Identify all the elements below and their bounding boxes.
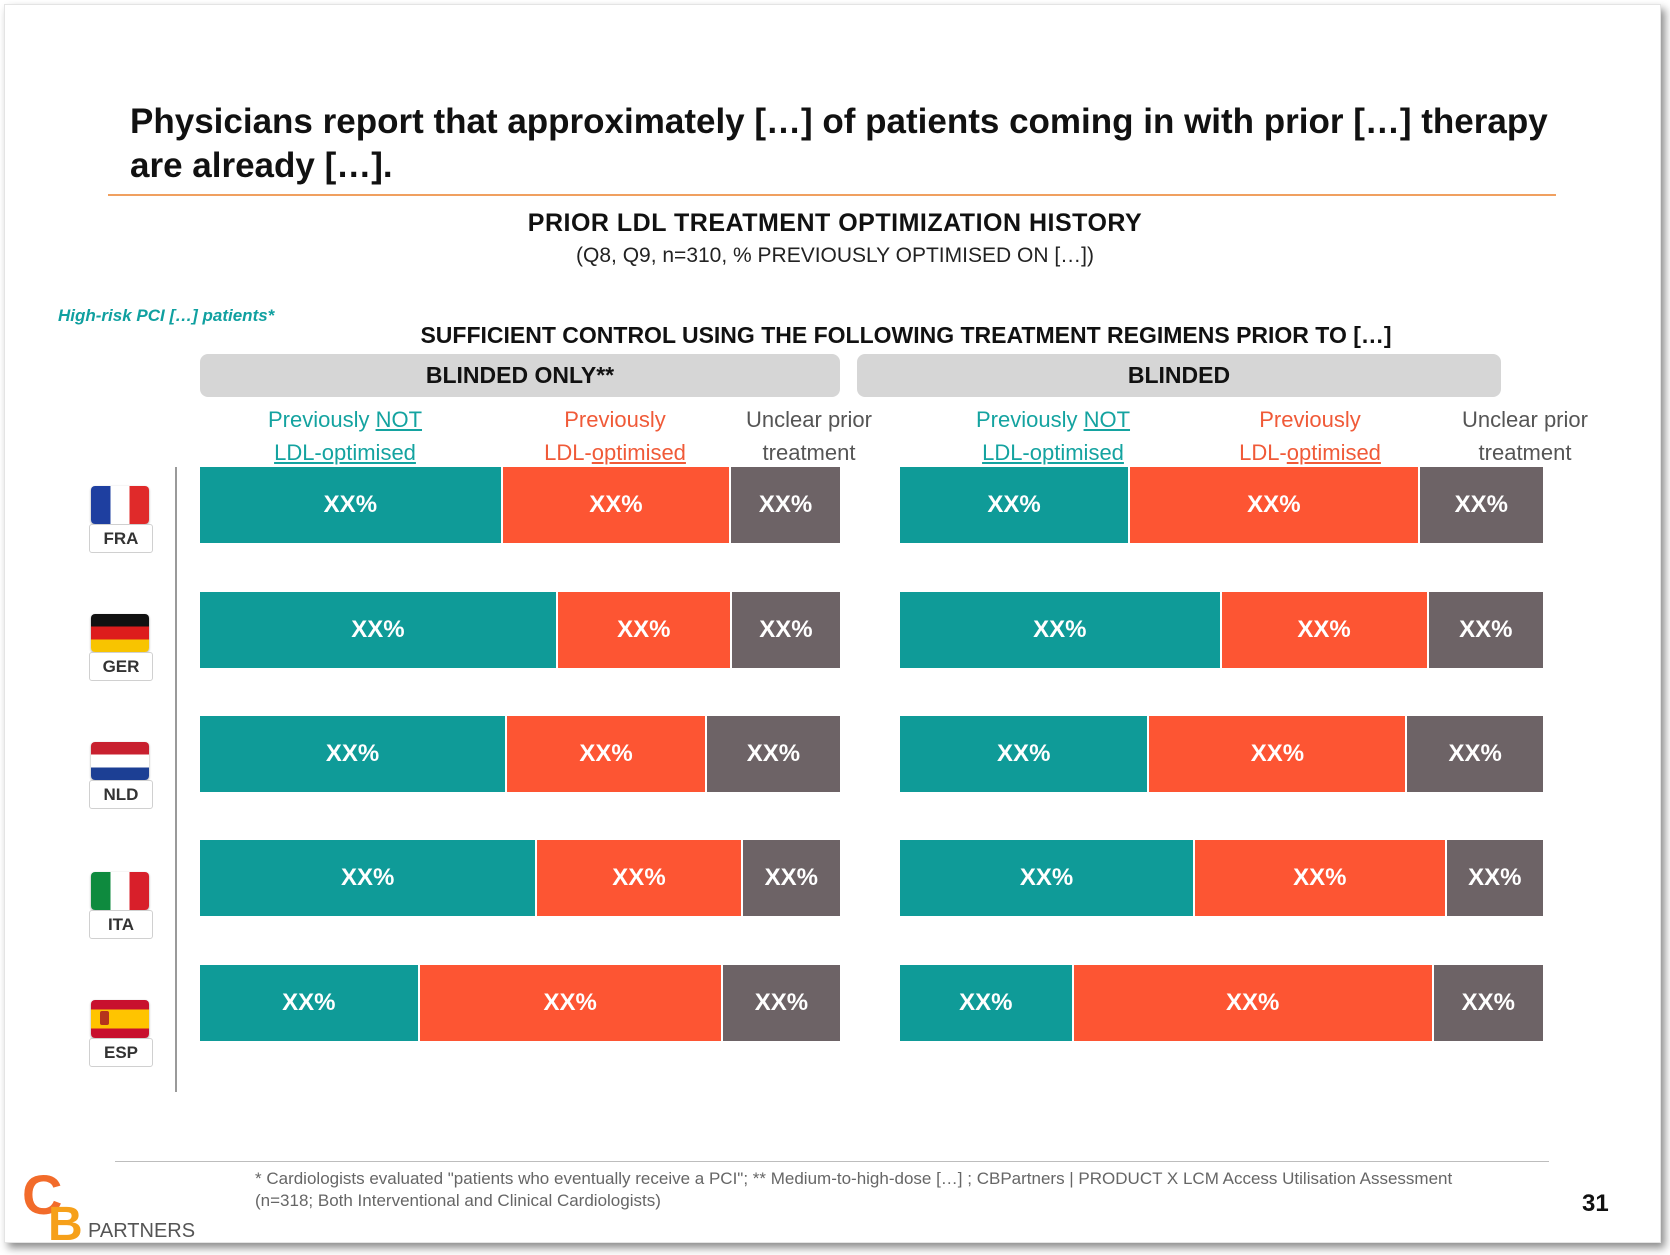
colhead-text: Unclear prior (746, 407, 872, 432)
country-code: NLD (89, 780, 153, 809)
cb-partners-logo: C B PARTNERS (22, 1163, 195, 1242)
bar-ita-panel-2: XX% XX% XX% (900, 840, 1543, 916)
colhead-unclear-left: Unclear prior treatment (724, 403, 894, 469)
optimised-segment: XX% (419, 965, 723, 1041)
panel-header-blinded: BLINDED (857, 354, 1501, 397)
bar-esp-panel-1: XX% XX% XX% (200, 965, 840, 1041)
colhead-emphasis: NOT (375, 407, 423, 432)
not-optimised-segment: XX% (900, 467, 1131, 543)
unclear-segment: XX% (1428, 592, 1543, 668)
country-esp: ESP (89, 1000, 153, 1068)
unclear-segment: XX% (1407, 716, 1543, 792)
colhead-optimised-right: Previously LDL-optimised (1210, 403, 1410, 469)
unclear-segment: XX% (1446, 840, 1543, 916)
not-optimised-segment: XX% (200, 965, 420, 1041)
category-axis-line (175, 467, 177, 1092)
bar-fra-panel-2: XX% XX% XX% (900, 467, 1543, 543)
colhead-text: treatment (1478, 440, 1572, 465)
colhead-text: Previously (564, 407, 666, 432)
country-code: FRA (89, 524, 153, 553)
bar-ger-panel-2: XX% XX% XX% (900, 592, 1543, 668)
unclear-segment: XX% (742, 840, 840, 916)
colhead-unclear-right: Unclear prior treatment (1440, 403, 1610, 469)
country-code: ESP (89, 1038, 153, 1067)
optimised-segment: XX% (507, 716, 707, 792)
colhead-not-optimised-left: Previously NOT LDL-optimised (240, 403, 450, 469)
colhead-emphasis: optimised (591, 440, 686, 465)
colhead-text: LDL- (544, 440, 592, 465)
unclear-segment: XX% (722, 965, 840, 1041)
optimised-segment: XX% (537, 840, 743, 916)
colhead-text: LDL- (1239, 440, 1287, 465)
optimised-segment: XX% (1221, 592, 1429, 668)
unclear-segment: XX% (731, 592, 840, 668)
spain-flag-icon (91, 1000, 149, 1038)
country-code: GER (89, 652, 153, 681)
netherlands-flag-icon (91, 742, 149, 780)
colhead-text: treatment (762, 440, 856, 465)
france-flag-icon (91, 486, 149, 524)
bar-ita-panel-1: XX% XX% XX% (200, 840, 840, 916)
colhead-emphasis: NOT (1083, 407, 1131, 432)
not-optimised-segment: XX% (900, 716, 1150, 792)
country-ita: ITA (89, 872, 153, 940)
colhead-not-optimised-right: Previously NOT LDL-optimised (948, 403, 1158, 469)
panel-header-blinded-only: BLINDED ONLY** (200, 354, 840, 397)
unclear-segment: XX% (731, 467, 840, 543)
unclear-segment: XX% (1419, 467, 1543, 543)
not-optimised-segment: XX% (200, 467, 503, 543)
colhead-text: LDL-optimised (274, 440, 416, 465)
colhead-text: Previously (975, 407, 1084, 432)
slide-title: Physicians report that approximately […]… (130, 102, 1548, 185)
patient-segment-label: High-risk PCI […] patients* (58, 306, 275, 325)
not-optimised-segment: XX% (900, 592, 1222, 668)
bar-ger-panel-1: XX% XX% XX% (200, 592, 840, 668)
svg-text:C: C (22, 1163, 62, 1226)
footnote: * Cardiologists evaluated "patients who … (255, 1169, 1453, 1210)
germany-flag-icon (91, 614, 149, 652)
bar-nld-panel-1: XX% XX% XX% (200, 716, 840, 792)
colhead-text: LDL-optimised (982, 440, 1124, 465)
colhead-text: Previously (267, 407, 376, 432)
country-ger: GER (89, 614, 153, 682)
bar-esp-panel-2: XX% XX% XX% (900, 965, 1543, 1041)
chart-subtitle: (Q8, Q9, n=310, % PREVIOUSLY OPTIMISED O… (576, 244, 1094, 267)
country-nld: NLD (89, 742, 153, 810)
optimised-segment: XX% (557, 592, 732, 668)
colhead-emphasis: optimised (1286, 440, 1381, 465)
country-code: ITA (89, 910, 153, 939)
unclear-segment: XX% (706, 716, 840, 792)
optimised-segment: XX% (1073, 965, 1434, 1041)
colhead-text: Previously (1259, 407, 1361, 432)
optimised-segment: XX% (502, 467, 732, 543)
chart-title: PRIOR LDL TREATMENT OPTIMIZATION HISTORY (527, 209, 1143, 237)
svg-text:B: B (48, 1198, 83, 1242)
colhead-optimised-left: Previously LDL-optimised (515, 403, 715, 469)
page-number: 31 (1582, 1190, 1609, 1217)
optimised-segment: XX% (1195, 840, 1447, 916)
not-optimised-segment: XX% (900, 840, 1196, 916)
optimised-segment: XX% (1149, 716, 1408, 792)
unclear-segment: XX% (1433, 965, 1543, 1041)
not-optimised-segment: XX% (200, 716, 508, 792)
optimised-segment: XX% (1130, 467, 1420, 543)
italy-flag-icon (91, 872, 149, 910)
colhead-text: Unclear prior (1462, 407, 1588, 432)
not-optimised-segment: XX% (200, 592, 558, 668)
not-optimised-segment: XX% (200, 840, 538, 916)
svg-text:PARTNERS: PARTNERS (88, 1220, 195, 1242)
not-optimised-segment: XX% (900, 965, 1074, 1041)
bar-fra-panel-1: XX% XX% XX% (200, 467, 840, 543)
title-divider (108, 194, 1556, 196)
footer-divider (115, 1161, 1549, 1162)
bar-nld-panel-2: XX% XX% XX% (900, 716, 1543, 792)
country-fra: FRA (89, 486, 153, 554)
